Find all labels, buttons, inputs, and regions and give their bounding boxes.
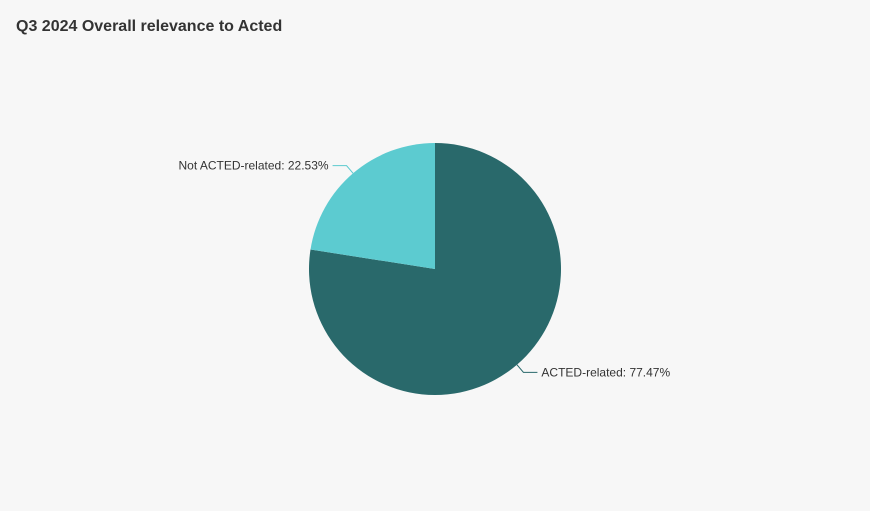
label-leaders <box>332 165 538 373</box>
leader-line <box>332 165 354 174</box>
leader-line <box>516 364 538 373</box>
chart-title: Q3 2024 Overall relevance to Acted <box>16 18 283 35</box>
pie-slice-not-acted-related[interactable] <box>310 143 435 269</box>
slice-label: ACTED-related: 77.47% <box>541 365 670 379</box>
slice-labels: ACTED-related: 77.47% Not ACTED-related: … <box>178 159 670 380</box>
pie-slices <box>309 143 561 395</box>
slice-label: Not ACTED-related: 22.53% <box>178 159 328 173</box>
